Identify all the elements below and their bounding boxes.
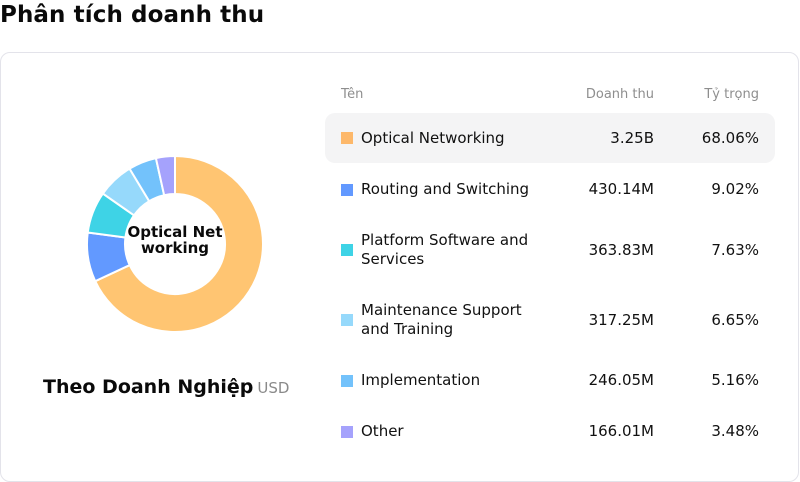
row-name: Maintenance Support and Training — [361, 301, 522, 338]
row-revenue: 3.25B — [610, 129, 654, 147]
color-swatch-icon — [341, 375, 353, 387]
table-row[interactable]: Platform Software and Services 363.83M 7… — [325, 215, 775, 285]
color-swatch-icon — [341, 244, 353, 256]
color-swatch-icon — [341, 132, 353, 144]
row-share: 7.63% — [711, 241, 759, 259]
color-swatch-icon — [341, 184, 353, 196]
donut-center-label: Optical Networking — [127, 223, 223, 257]
donut-chart — [86, 155, 264, 333]
header-revenue: Doanh thu — [585, 87, 654, 102]
row-revenue: 317.25M — [588, 311, 654, 329]
row-revenue: 246.05M — [588, 371, 654, 389]
table-row[interactable]: Other 166.01M 3.48% — [325, 407, 775, 455]
row-share: 9.02% — [711, 180, 759, 198]
currency-unit: USD — [257, 379, 290, 397]
donut-slice[interactable] — [93, 155, 264, 333]
color-swatch-icon — [341, 314, 353, 326]
chart-subtitle: Theo Doanh Nghiệp USD — [43, 376, 289, 398]
table-row[interactable]: Maintenance Support and Training 317.25M… — [325, 285, 775, 355]
row-name: Routing and Switching — [361, 180, 530, 198]
row-share: 3.48% — [711, 422, 759, 440]
row-revenue: 430.14M — [588, 180, 654, 198]
table-row[interactable]: Routing and Switching 430.14M 9.02% — [325, 165, 775, 213]
row-share: 6.65% — [711, 311, 759, 329]
row-share: 68.06% — [701, 129, 759, 147]
row-name: Optical Networking — [361, 129, 505, 147]
subtitle-text: Theo Doanh Nghiệp — [43, 376, 254, 398]
color-swatch-icon — [341, 426, 353, 438]
row-share: 5.16% — [711, 371, 759, 389]
table-row[interactable]: Optical Networking 3.25B 68.06% — [325, 113, 775, 163]
row-revenue: 166.01M — [588, 422, 654, 440]
row-revenue: 363.83M — [588, 241, 654, 259]
donut-slice[interactable] — [154, 155, 176, 197]
header-name: Tên — [341, 87, 364, 102]
row-name: Implementation — [361, 371, 481, 389]
table-row[interactable]: Implementation 246.05M 5.16% — [325, 356, 775, 404]
row-name: Platform Software and Services — [361, 231, 529, 268]
page-title: Phân tích doanh thu — [0, 2, 265, 28]
header-share: Tỷ trọng — [704, 87, 759, 102]
row-name: Other — [361, 422, 404, 440]
